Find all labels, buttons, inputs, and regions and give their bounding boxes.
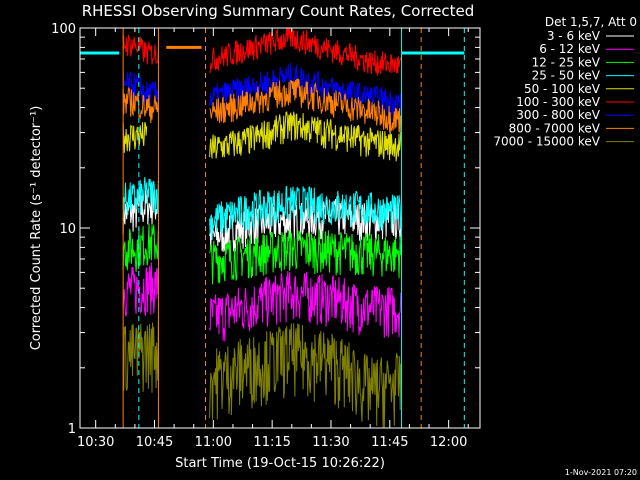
legend-title: Det 1,5,7, Att 0 (545, 15, 637, 29)
legend-label-3: 12 - 25 keV (532, 55, 601, 69)
x-tick-label: 11:30 (312, 435, 349, 450)
series-line-3 (122, 223, 402, 285)
x-tick-label: 12:00 (430, 435, 467, 450)
legend-label-6: 100 - 300 keV (516, 95, 600, 109)
series-line-9 (122, 320, 402, 429)
series-line-2 (122, 262, 402, 342)
series-line-5 (122, 111, 402, 162)
x-tick-label: 11:15 (253, 435, 290, 450)
legend-label-1: 3 - 6 keV (547, 29, 601, 43)
series-line-6 (122, 27, 402, 76)
x-axis-label: Start Time (19-Oct-15 10:26:22) (175, 456, 385, 471)
x-tick-label: 11:45 (371, 435, 408, 450)
series-line-4 (122, 177, 402, 241)
marker-layer (80, 28, 465, 428)
series-line-8 (122, 78, 402, 134)
legend-label-9: 7000 - 15000 keV (493, 135, 600, 149)
y-tick-label: 1 (68, 422, 76, 437)
footer-date: 1-Nov-2021 07:20 (565, 468, 637, 477)
x-tick-label: 10:30 (77, 435, 114, 450)
y-tick-label: 10 (59, 222, 76, 237)
legend-label-5: 50 - 100 keV (524, 82, 601, 96)
legend-label-2: 6 - 12 keV (539, 42, 601, 56)
series-layer (122, 27, 402, 429)
legend-label-4: 25 - 50 keV (532, 69, 601, 83)
legend-label-7: 300 - 800 keV (516, 108, 600, 122)
y-tick-label: 100 (51, 22, 76, 37)
y-axis-label: Corrected Count Rate (s⁻¹ detector⁻¹) (29, 106, 44, 351)
legend-label-8: 800 - 7000 keV (509, 121, 601, 135)
chart-title: RHESSI Observing Summary Count Rates, Co… (82, 2, 475, 20)
x-tick-label: 11:00 (195, 435, 232, 450)
axis-layer: 1 10 100 10:30 10:45 11:00 11:15 11:30 11:45 12:0… (51, 22, 480, 450)
x-tick-label: 10:45 (136, 435, 173, 450)
